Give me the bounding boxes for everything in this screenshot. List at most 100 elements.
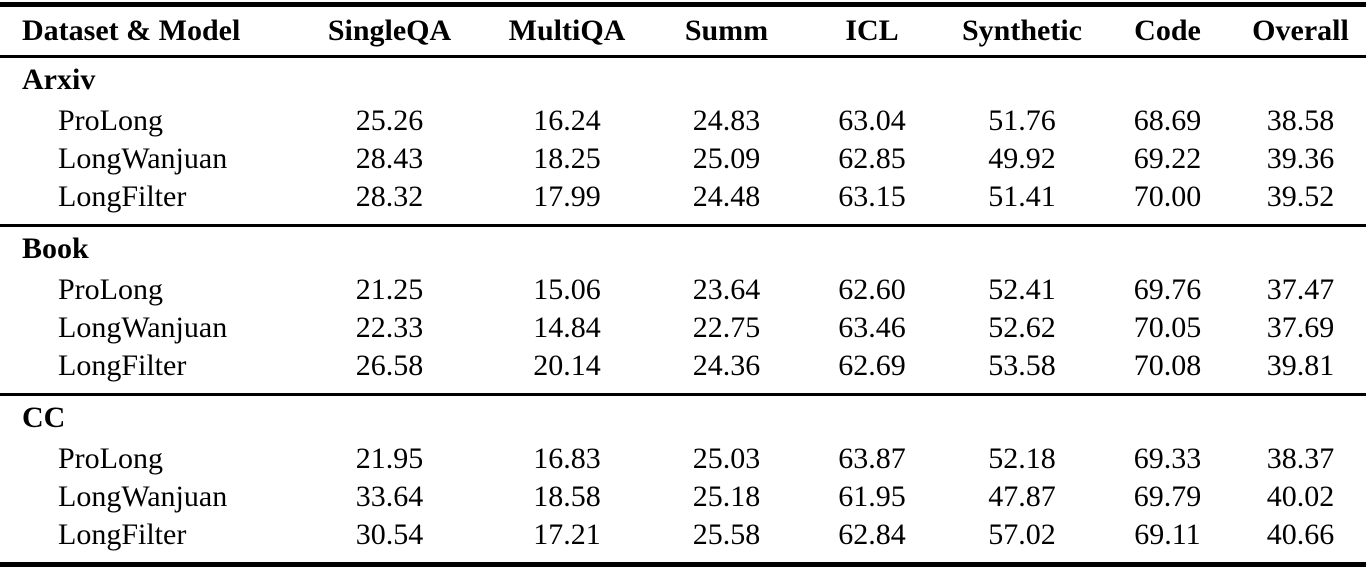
table-row: ProLong 25.26 16.24 24.83 63.04 51.76 68.69 38.… (0, 102, 1366, 140)
score-cell: 17.99 (533, 180, 601, 213)
score-cell: 16.83 (533, 442, 601, 475)
score-cell: 18.25 (533, 142, 601, 175)
model-name-cell: LongWanjuan (58, 480, 228, 513)
score-cell: 62.85 (838, 142, 906, 175)
overall-score-cell: 37.47 (1266, 273, 1335, 306)
score-cell: 25.26 (355, 104, 424, 137)
score-cell: 69.22 (1133, 142, 1202, 175)
table-section-cc: CC ProLong 21.95 16.83 25.03 63.87 52.18 69.33 3… (0, 393, 1366, 565)
table-section-arxiv: Arxiv ProLong 25.26 16.24 24.83 63.04 51.76 68.… (0, 57, 1366, 226)
score-cell: 26.58 (355, 349, 424, 382)
table-row: LongFilter 30.54 17.21 25.58 62.84 57.02 69.11… (0, 516, 1366, 565)
section-name: Book (0, 224, 1366, 271)
score-cell: 69.76 (1133, 273, 1202, 306)
model-name-cell: LongFilter (58, 349, 187, 382)
model-name-cell: LongFilter (58, 518, 187, 551)
column-header-multiqa: MultiQA (481, 4, 653, 58)
column-header-icl: ICL (800, 4, 944, 58)
column-header-dataset-model: Dataset & Model (0, 4, 298, 58)
score-cell: 25.03 (692, 442, 761, 475)
score-cell: 24.83 (692, 104, 761, 137)
table-row: LongFilter 28.32 17.99 24.48 63.15 51.41 70.00… (0, 178, 1366, 226)
score-cell: 47.87 (988, 480, 1056, 513)
section-name: Arxiv (22, 63, 96, 96)
overall-score-cell: 38.58 (1266, 104, 1335, 137)
score-cell: 52.62 (988, 311, 1056, 344)
score-cell: 63.04 (838, 104, 906, 137)
score-cell: 30.54 (355, 518, 424, 551)
score-cell: 51.76 (988, 104, 1056, 137)
column-header-synthetic: Synthetic (944, 4, 1100, 58)
model-name-cell: ProLong (58, 442, 163, 475)
score-cell: 69.79 (1133, 480, 1202, 513)
score-cell: 62.84 (838, 518, 906, 551)
score-cell: 57.02 (988, 518, 1056, 551)
score-cell: 63.87 (838, 442, 906, 475)
score-cell: 20.14 (533, 349, 601, 382)
score-cell: 25.18 (692, 480, 761, 513)
overall-score-cell: 39.52 (1266, 180, 1335, 213)
table-header: Dataset & Model SingleQA MultiQA Summ IC… (0, 4, 1366, 58)
score-cell: 16.24 (533, 104, 601, 137)
table-row: LongWanjuan 28.43 18.25 25.09 62.85 49.92 69.2… (0, 140, 1366, 178)
table-section-book: Book ProLong 21.25 15.06 23.64 62.60 52.41 69.7… (0, 224, 1366, 395)
score-cell: 18.58 (533, 480, 601, 513)
score-cell: 28.43 (355, 142, 424, 175)
model-name-cell: LongWanjuan (58, 311, 228, 344)
overall-score-cell: 39.36 (1266, 142, 1335, 175)
score-cell: 21.25 (355, 273, 424, 306)
section-header-row: Book (0, 224, 1366, 271)
score-cell: 53.58 (988, 349, 1056, 382)
score-cell: 70.08 (1133, 349, 1202, 382)
score-cell: 63.46 (838, 311, 906, 344)
score-cell: 70.05 (1133, 311, 1202, 344)
overall-score-cell: 39.81 (1266, 349, 1335, 382)
score-cell: 62.69 (838, 349, 906, 382)
score-cell: 61.95 (838, 480, 906, 513)
score-cell: 25.58 (692, 518, 761, 551)
table-row: ProLong 21.25 15.06 23.64 62.60 52.41 69.76 37.… (0, 271, 1366, 309)
column-header-summ: Summ (653, 4, 800, 58)
overall-score-cell: 38.37 (1266, 442, 1335, 475)
overall-score-cell: 40.02 (1266, 480, 1335, 513)
overall-score-cell: 37.69 (1266, 311, 1335, 344)
column-header-singleqa: SingleQA (298, 4, 481, 58)
table-row: LongFilter 26.58 20.14 24.36 62.69 53.58 70.08… (0, 347, 1366, 395)
column-header-overall: Overall (1235, 4, 1366, 58)
score-cell: 15.06 (533, 273, 601, 306)
score-cell: 21.95 (355, 442, 424, 475)
score-cell: 62.60 (838, 273, 906, 306)
score-cell: 52.18 (988, 442, 1056, 475)
header-row: Dataset & Model SingleQA MultiQA Summ IC… (0, 4, 1366, 58)
score-cell: 63.15 (838, 180, 906, 213)
score-cell: 24.36 (692, 349, 761, 382)
section-name: CC (0, 393, 1366, 440)
score-cell: 52.41 (988, 273, 1056, 306)
score-cell: 24.48 (692, 180, 761, 213)
score-cell: 28.32 (355, 180, 424, 213)
score-cell: 68.69 (1133, 104, 1202, 137)
score-cell: 70.00 (1133, 180, 1202, 213)
model-name-cell: ProLong (58, 104, 163, 137)
score-cell: 25.09 (692, 142, 761, 175)
table-row: ProLong 21.95 16.83 25.03 63.87 52.18 69.33 38.… (0, 440, 1366, 478)
score-cell: 69.33 (1133, 442, 1202, 475)
score-cell: 23.64 (692, 273, 761, 306)
score-cell: 69.11 (1134, 518, 1201, 551)
score-cell: 33.64 (355, 480, 424, 513)
score-cell: 51.41 (988, 180, 1056, 213)
model-name-cell: LongWanjuan (58, 142, 228, 175)
score-cell: 22.75 (692, 311, 761, 344)
model-name-cell: ProLong (58, 273, 163, 306)
score-cell: 14.84 (533, 311, 601, 344)
score-cell: 49.92 (988, 142, 1056, 175)
overall-score-cell: 40.66 (1266, 518, 1335, 551)
model-name-cell: LongFilter (58, 180, 187, 213)
score-cell: 17.21 (533, 518, 601, 551)
table-row: LongWanjuan 22.33 14.84 22.75 63.46 52.62 70.0… (0, 309, 1366, 347)
score-cell: 22.33 (355, 311, 424, 344)
column-header-code: Code (1100, 4, 1235, 58)
section-header-row: CC (0, 393, 1366, 440)
